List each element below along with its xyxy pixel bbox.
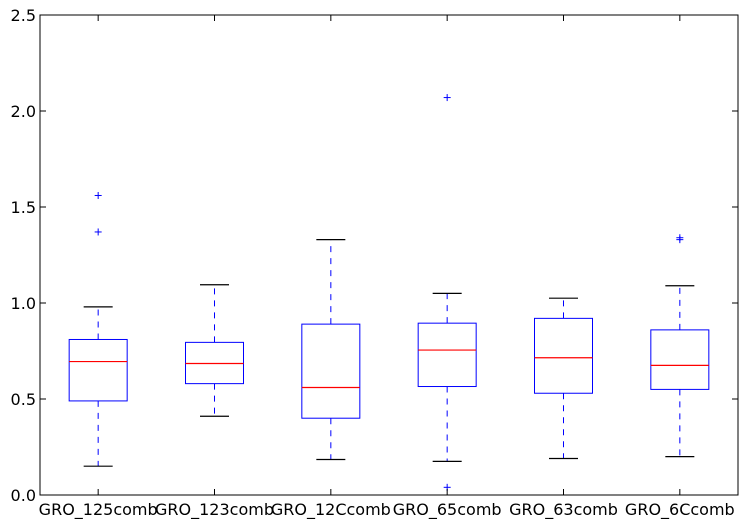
box-group-3 bbox=[301, 239, 361, 461]
box-group-2 bbox=[185, 284, 244, 417]
y-tick-label: 1.5 bbox=[11, 198, 36, 217]
y-axis: 0.0 0.5 1.0 1.5 2.0 2.5 bbox=[11, 6, 738, 505]
x-tick-label: GRO_6Ccomb bbox=[625, 500, 735, 520]
y-tick-label: 2.0 bbox=[11, 102, 36, 121]
box-group-6 bbox=[650, 234, 710, 458]
outlier-point bbox=[94, 191, 102, 199]
y-tick-label: 2.5 bbox=[11, 6, 36, 25]
plot-frame bbox=[39, 14, 739, 496]
box-group-5 bbox=[534, 297, 593, 460]
y-tick-label: 0.0 bbox=[11, 486, 36, 505]
box-group-4 bbox=[417, 94, 477, 491]
outlier-point bbox=[676, 234, 684, 242]
iqr-box bbox=[534, 317, 593, 394]
x-tick-label: GRO_63comb bbox=[509, 500, 618, 520]
y-tick-label: 0.5 bbox=[11, 390, 36, 409]
iqr-box bbox=[417, 322, 477, 388]
y-tick-label: 1.0 bbox=[11, 294, 36, 313]
plot-marks bbox=[68, 94, 710, 491]
x-tick-label: GRO_12Ccomb bbox=[271, 500, 391, 520]
box-group-1 bbox=[68, 191, 128, 467]
outlier-point bbox=[94, 228, 102, 236]
x-tick-label: GRO_123comb bbox=[155, 500, 274, 520]
iqr-box bbox=[68, 338, 128, 402]
x-tick-label: GRO_65comb bbox=[393, 500, 502, 520]
iqr-box bbox=[301, 323, 361, 419]
x-tick-label: GRO_125comb bbox=[39, 500, 158, 520]
iqr-box bbox=[650, 329, 710, 390]
outlier-point bbox=[443, 94, 451, 102]
